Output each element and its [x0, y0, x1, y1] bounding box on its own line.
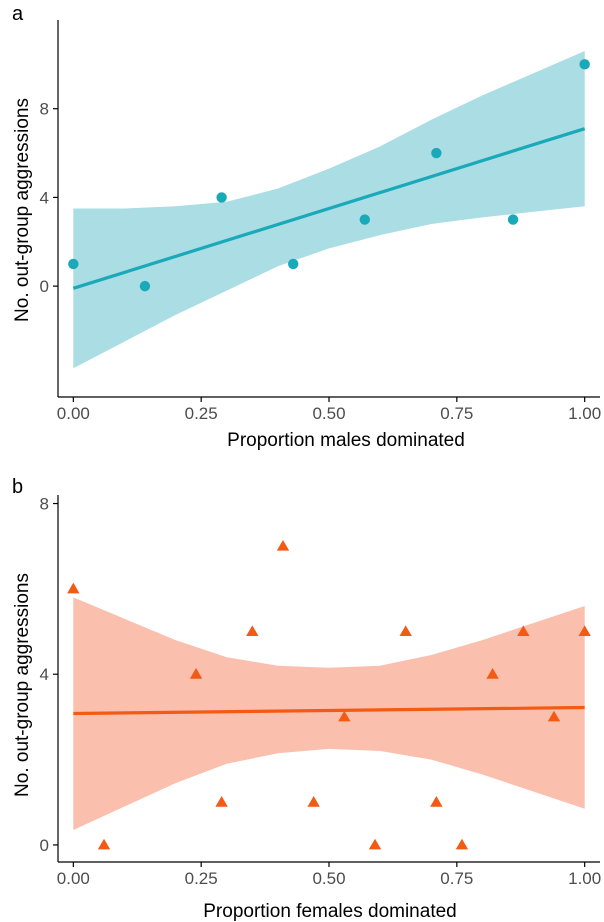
- x-tick-label-b-0: 0.00: [57, 869, 90, 888]
- data-point-a-3: [288, 258, 299, 270]
- x-tick-label-a-1: 0.25: [185, 404, 218, 423]
- data-point-b-6: [307, 796, 320, 807]
- data-point-b-2: [189, 668, 203, 679]
- data-point-b-1: [97, 838, 111, 850]
- data-point-a-1: [139, 280, 151, 292]
- data-point-b-12: [486, 668, 499, 679]
- x-axis-title-a: Proportion males dominated: [227, 430, 465, 451]
- y-tick-label-a-2: 8: [40, 100, 49, 119]
- data-point-a-4: [359, 214, 370, 225]
- x-tick-label-b-1: 0.25: [185, 869, 218, 888]
- fit-line-a: [72, 127, 586, 290]
- data-point-b-11: [455, 838, 469, 850]
- x-tick-label-b-4: 1.00: [568, 869, 601, 888]
- data-point-b-3: [215, 796, 228, 807]
- data-point-b-9: [399, 625, 412, 637]
- y-tick-label-a-0: 0: [40, 277, 49, 296]
- data-point-b-15: [578, 625, 591, 637]
- data-point-b-5: [276, 540, 290, 551]
- panel-a: a 0.00 0.25 0.50 0.75 1.00 0 4 8 Proportion mal…: [12, 3, 601, 451]
- data-point-b-4: [246, 625, 259, 637]
- y-tick-label-b-0: 0: [40, 836, 49, 855]
- ci-band-b: [73, 597, 585, 830]
- panel-letter-b: b: [12, 476, 23, 498]
- x-tick-label-a-3: 0.75: [440, 404, 473, 423]
- panel-letter-a: a: [12, 3, 24, 25]
- data-point-a-7: [579, 59, 590, 70]
- y-tick-label-b-2: 8: [40, 495, 49, 514]
- x-tick-label-a-2: 0.50: [312, 404, 345, 423]
- fit-line-b: [73, 705, 585, 716]
- x-tick-label-b-3: 0.75: [440, 869, 473, 888]
- data-point-b-13: [517, 625, 530, 637]
- panel-b: b 0.00 0.25 0.50 0.75 1.00 0 4 8 Proportion fem…: [12, 476, 601, 922]
- y-tick-label-b-1: 4: [40, 665, 49, 684]
- data-point-a-5: [431, 147, 442, 159]
- y-tick-label-a-1: 4: [40, 188, 49, 207]
- data-point-b-14: [547, 710, 561, 722]
- data-point-a-0: [68, 258, 79, 270]
- x-tick-label-b-2: 0.50: [312, 869, 345, 888]
- y-axis-title-b: No. out-group aggressions: [12, 573, 33, 797]
- data-point-b-8: [368, 838, 382, 850]
- data-point-a-2: [216, 192, 227, 203]
- x-tick-label-a-0: 0.00: [57, 404, 90, 423]
- y-axis-title-a: No. out-group aggressions: [12, 98, 33, 322]
- data-point-b-0: [67, 582, 80, 594]
- data-point-b-7: [338, 710, 351, 722]
- data-point-a-6: [507, 214, 519, 225]
- x-axis-title-b: Proportion females dominated: [203, 901, 456, 922]
- data-point-b-10: [430, 796, 443, 807]
- x-tick-label-a-4: 1.00: [568, 404, 601, 423]
